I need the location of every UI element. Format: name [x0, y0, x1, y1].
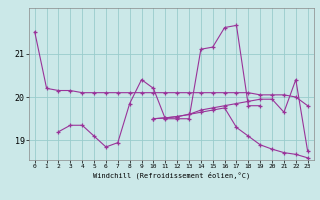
X-axis label: Windchill (Refroidissement éolien,°C): Windchill (Refroidissement éolien,°C) [92, 172, 250, 179]
